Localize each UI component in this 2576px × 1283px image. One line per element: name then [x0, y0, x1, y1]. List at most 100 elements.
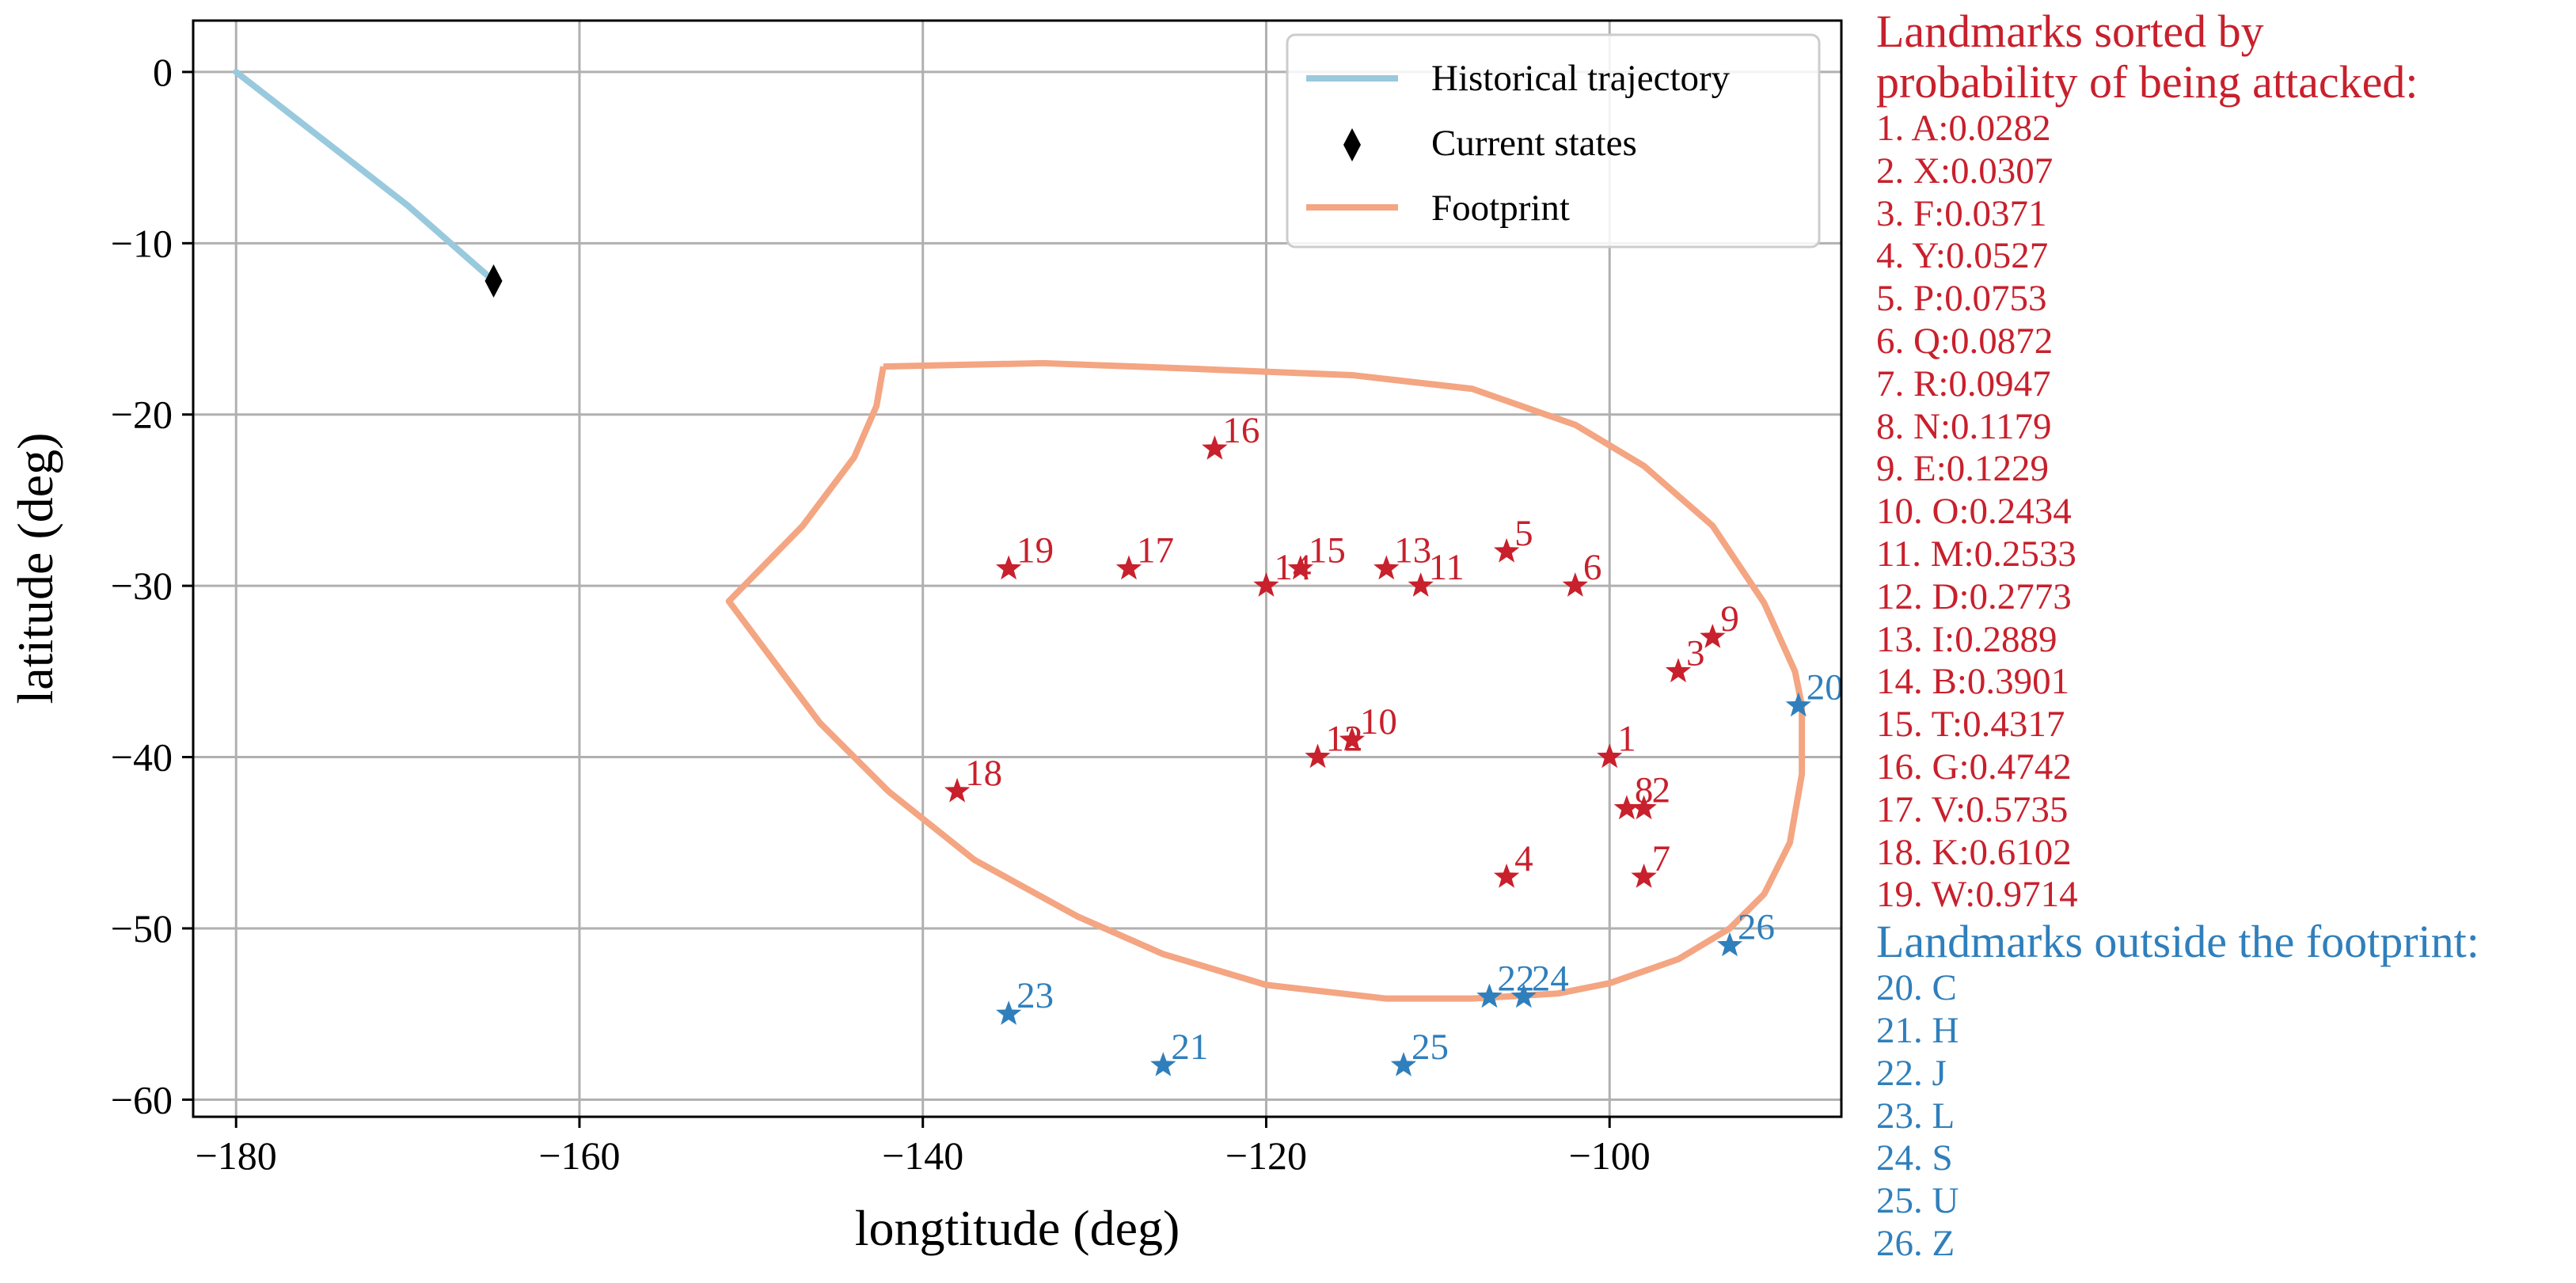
attacked_list-item: 12. D:0.2773 [1876, 575, 2072, 617]
landmark-label-16: 16 [1222, 410, 1260, 451]
landmark-label-4: 4 [1514, 838, 1533, 879]
attacked_list-item: 2. X:0.0307 [1876, 150, 2054, 192]
y-tick-label: −20 [111, 393, 173, 437]
landmark-label-13: 13 [1394, 530, 1431, 571]
y-tick-label: −60 [111, 1077, 173, 1122]
x-axis-label: longtitude (deg) [855, 1200, 1180, 1256]
landmark-marker-1 [1597, 743, 1623, 769]
landmark-label-1: 1 [1617, 719, 1636, 760]
landmark-label-20: 20 [1807, 667, 1844, 708]
landmark-label-25: 25 [1411, 1027, 1449, 1068]
legend-current-state-swatch [1343, 128, 1361, 161]
landmark-marker-26 [1716, 932, 1743, 957]
y-tick-label: −40 [111, 735, 173, 780]
attacked_list-item: 4. Y:0.0527 [1876, 235, 2049, 277]
landmark-label-7: 7 [1652, 838, 1671, 879]
landmark-marker-3 [1665, 658, 1692, 683]
attacked_list-item: 18. K:0.6102 [1876, 831, 2072, 873]
attacked-heading-line-2: probability of being attacked: [1876, 56, 2418, 108]
landmark-label-26: 26 [1738, 907, 1775, 948]
legend-box [1286, 33, 1821, 249]
attacked_list-item: 14. B:0.3901 [1876, 661, 2070, 703]
outside_list-item: 21. H [1876, 1009, 1959, 1051]
landmark-marker-9 [1700, 624, 1726, 648]
landmark-marker-17 [1115, 555, 1142, 580]
landmark-label-23: 23 [1016, 975, 1054, 1016]
landmark-label-15: 15 [1309, 530, 1346, 571]
landmark-marker-5 [1493, 537, 1520, 563]
legend-current-state-label: Current states [1431, 123, 1637, 164]
outside_list-item: 26. Z [1876, 1222, 1955, 1264]
landmark-label-24: 24 [1532, 958, 1569, 1000]
landmark-label-6: 6 [1583, 547, 1602, 588]
landmark-marker-15 [1287, 555, 1313, 580]
grid-lines [193, 21, 1841, 1117]
landmark-label-11: 11 [1429, 547, 1465, 588]
landmark-marker-18 [944, 777, 971, 803]
attacked_list-item: 10. O:0.2434 [1876, 491, 2072, 533]
attacked_list-item: 9. E:0.1229 [1876, 448, 2050, 490]
x-tick-label: −140 [882, 1133, 963, 1178]
landmark-marker-19 [996, 555, 1022, 580]
legend: Historical trajectory Current states Foo… [1286, 33, 1821, 249]
landmark-label-3: 3 [1686, 632, 1705, 674]
landmark-marker-12 [1305, 743, 1331, 769]
attacked_list-item: 19. W:0.9714 [1876, 874, 2078, 916]
outside_list-item: 25. U [1876, 1180, 1959, 1222]
scatter-chart: 1234567891011121314151617181920212223242… [7, 19, 1844, 1256]
landmark-label-10: 10 [1360, 701, 1397, 742]
landmark-marker-23 [996, 1000, 1022, 1025]
landmark-label-8: 8 [1635, 769, 1654, 810]
landmark-label-17: 17 [1137, 530, 1174, 571]
landmark-marker-22 [1476, 983, 1503, 1008]
historical-trajectory-line [233, 68, 497, 284]
legend-trajectory-label: Historical trajectory [1431, 58, 1731, 99]
landmark-label-21: 21 [1171, 1027, 1208, 1068]
landmark-label-18: 18 [965, 753, 1002, 794]
x-tick-label: −100 [1569, 1133, 1651, 1178]
landmark-marker-2 [1631, 795, 1657, 820]
outside-heading: Landmarks outside the footprint: [1876, 916, 2479, 968]
landmark-label-2: 2 [1652, 769, 1671, 810]
attacked_list-item: 6. Q:0.0872 [1876, 320, 2054, 362]
attacked_list-item: 5. P:0.0753 [1876, 278, 2047, 320]
outside_list-item: 23. L [1876, 1095, 1955, 1137]
y-tick-label: −30 [111, 564, 173, 608]
landmark-marker-8 [1613, 795, 1640, 820]
y-tick-label: −50 [111, 906, 173, 951]
landmark-panel: Landmarks sorted by probability of being… [1876, 6, 2573, 1266]
landmark-marker-7 [1631, 864, 1657, 888]
footprint-layer [725, 359, 1806, 1002]
landmark-label-12: 12 [1326, 719, 1363, 760]
outside_list-item: 20. C [1876, 967, 1957, 1009]
landmark-marker-10 [1339, 726, 1366, 751]
landmark-label-19: 19 [1016, 530, 1054, 571]
footprint-line [725, 359, 1806, 1002]
landmark-marker-25 [1390, 1052, 1417, 1076]
y-tick-label: −10 [111, 221, 173, 265]
attacked_list-item: 3. F:0.0371 [1876, 192, 2047, 234]
landmark-points: 1234567891011121314151617181920212223242… [944, 410, 1844, 1076]
trajectory-layer [233, 68, 503, 298]
attacked_list-item: 11. M:0.2533 [1876, 533, 2076, 575]
plot-frame [192, 19, 1843, 1118]
outside-list: 20. C 21. H 22. J 23. L 24. S 25. U 26. Z [1876, 967, 2573, 1266]
x-tick-label: −180 [196, 1133, 277, 1178]
attacked_list-item: 16. G:0.4742 [1876, 746, 2072, 788]
y-tick-label: 0 [153, 50, 173, 94]
outside_list-item: 22. J [1876, 1052, 1947, 1094]
legend-footprint-label: Footprint [1431, 188, 1570, 229]
landmark-marker-16 [1202, 435, 1228, 460]
attacked-list: 1. A:0.0282 2. X:0.0307 3. F:0.0371 4. Y:0.… [1876, 108, 2573, 917]
landmark-label-5: 5 [1514, 513, 1533, 554]
landmark-label-22: 22 [1497, 958, 1534, 1000]
attacked_list-item: 1. A:0.0282 [1876, 108, 2051, 149]
axis-ticks: −180 −160 −140 −120 −100 0 −10 −20 −30 −40 −50 −60 [111, 50, 1651, 1178]
landmark-marker-21 [1150, 1052, 1176, 1076]
landmark-marker-11 [1408, 572, 1434, 597]
x-tick-label: −160 [538, 1133, 620, 1178]
landmark-marker-20 [1785, 692, 1811, 717]
attacked_list-item: 8. N:0.1179 [1876, 405, 2052, 447]
y-axis-label: latitude (deg) [7, 433, 63, 704]
attacked_list-item: 17. V:0.5735 [1876, 788, 2069, 830]
